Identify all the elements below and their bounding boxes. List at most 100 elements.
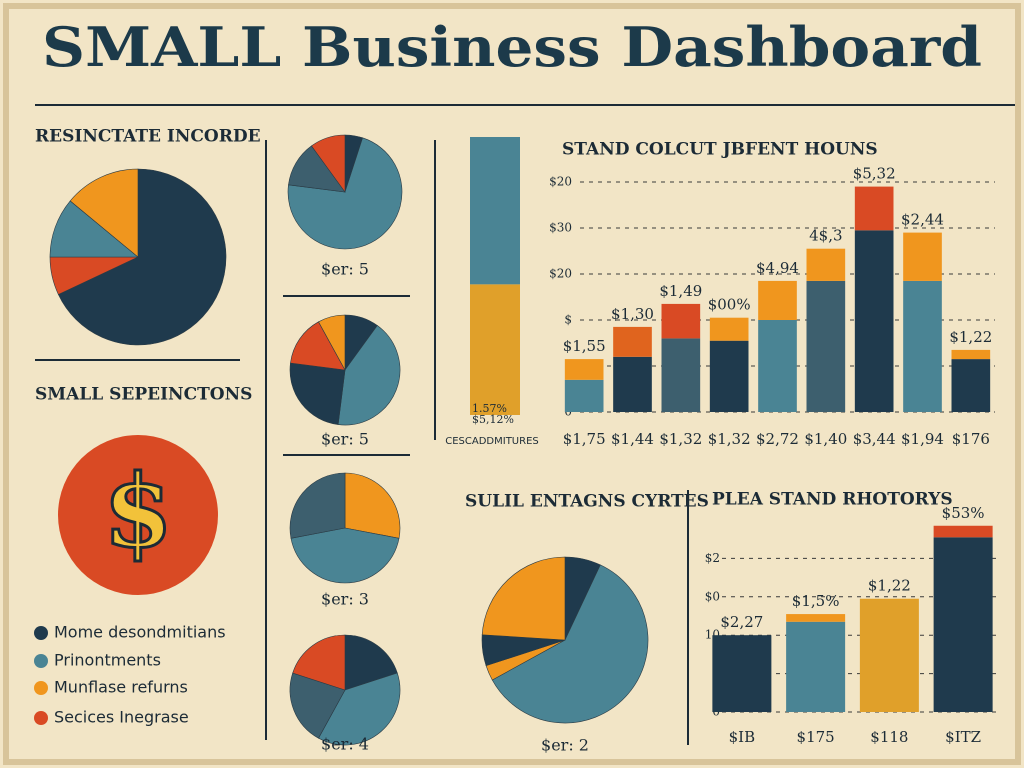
pie-slice <box>287 137 403 250</box>
column-segment <box>470 284 520 415</box>
annotation: $5,32 <box>853 165 896 183</box>
pie-slice <box>318 672 401 746</box>
pie-slice <box>57 168 227 346</box>
dollar-icon: $ <box>103 452 173 570</box>
legend-panel: SMALL SEPEINCTONS $ <box>35 385 252 595</box>
x-tick-label: $1,32 <box>659 430 702 448</box>
annotation: $1,22 <box>949 328 992 346</box>
pie-slice <box>318 314 346 371</box>
legend-swatch <box>34 711 48 725</box>
legend-label: Prinontments <box>54 651 161 670</box>
x-tick-label: $1,94 <box>901 430 944 448</box>
pie-caption: $er: 3 <box>321 590 369 609</box>
pie-slice <box>290 321 346 371</box>
bar-segment <box>903 232 942 281</box>
legend-swatch <box>34 626 48 640</box>
bar-segment <box>933 537 993 712</box>
bar-segment <box>806 280 846 412</box>
bar-segment <box>613 356 652 412</box>
annotation: $1,5% <box>792 592 840 610</box>
bar-segment <box>786 614 846 622</box>
pie-slice <box>289 672 346 739</box>
annotation: $2,44 <box>901 211 944 229</box>
legend-label: Mome desondmitians <box>54 623 226 642</box>
pie-slice <box>344 634 398 691</box>
chart-title: STAND COLCUT JBFENT HOUNS <box>562 140 878 160</box>
page-title: SMALL Business Dashboard <box>42 15 982 79</box>
x-tick-label: $118 <box>870 728 908 746</box>
chart-title: SULIL ENTAGNS CYRTES <box>465 492 709 512</box>
bar-segment <box>951 359 991 412</box>
x-tick-label: $3,44 <box>853 430 896 448</box>
annotation: $00% <box>708 296 751 314</box>
bar-segment <box>859 598 919 712</box>
pie-slice <box>491 564 649 724</box>
column-segment <box>470 137 520 285</box>
pie-slice <box>337 325 401 426</box>
bar-segment <box>758 320 797 412</box>
x-tick-label: $1,32 <box>708 430 751 448</box>
pie-slice <box>481 556 566 641</box>
pie-slice <box>289 472 346 539</box>
pie-caption: $er: 5 <box>321 430 369 449</box>
bar-segment <box>661 303 701 339</box>
bar-segment <box>661 338 701 412</box>
pie-slice <box>292 634 346 691</box>
x-tick-label: $2,72 <box>756 430 799 448</box>
y-tick-label: $0 <box>705 589 720 603</box>
annotation: $53% <box>942 504 985 522</box>
x-tick-label: $1,75 <box>563 430 606 448</box>
annotation: $1,30 <box>611 305 654 323</box>
x-tick-label: $175 <box>797 728 835 746</box>
pie-slice <box>69 168 139 258</box>
paper-edge <box>3 3 1021 765</box>
annotation: $2,27 <box>720 613 763 631</box>
bar-segment <box>854 230 894 412</box>
legend-swatch <box>34 681 48 695</box>
annotation: $1,55 <box>563 337 606 355</box>
bar-segment <box>903 280 942 412</box>
annotation: 1.57% <box>472 402 507 415</box>
x-tick-label: $176 <box>952 430 990 448</box>
annotation: $5,12% <box>472 413 514 426</box>
y-tick-label: $20 <box>549 175 572 189</box>
annotation: $1,22 <box>868 577 911 595</box>
bar-segment <box>786 621 846 712</box>
pie-slice <box>290 527 400 584</box>
pie-slice <box>344 472 401 539</box>
chart-title: RESINCTATE INCORDE <box>35 127 261 147</box>
annotation: $4,94 <box>756 259 799 277</box>
y-tick-label: $20 <box>549 267 572 281</box>
legend-label: Munflase refurns <box>54 678 188 697</box>
bar-segment <box>709 317 749 341</box>
annotation: $1,49 <box>659 282 702 300</box>
bar-segment <box>806 248 846 281</box>
annotation: 4$,3 <box>809 227 842 245</box>
legend-swatch <box>34 654 48 668</box>
bar-segment <box>613 326 652 357</box>
dollar-icon-bg <box>58 435 218 595</box>
bar-segment <box>951 349 991 360</box>
pie-slice <box>311 134 346 193</box>
bar-segment <box>758 280 797 320</box>
x-tick-label: $IB <box>729 728 756 746</box>
bar-segment <box>712 635 772 712</box>
pie-caption: $er: 4 <box>321 735 369 754</box>
pie-slice <box>289 362 346 425</box>
bar-segment <box>933 525 993 538</box>
x-tick-label: $1,44 <box>611 430 654 448</box>
y-tick-label: $2 <box>705 551 720 565</box>
pie-caption: $er: 5 <box>321 260 369 279</box>
y-tick-label: $ <box>564 313 572 327</box>
x-axis-label: CESCADDMITURES <box>445 436 539 447</box>
y-tick-label: $30 <box>549 221 572 235</box>
pie-caption: $er: 2 <box>541 736 589 755</box>
bar-segment <box>854 186 894 231</box>
x-tick-label: $ITZ <box>945 728 981 746</box>
chart-title: PLEA STAND RHOTORYS <box>712 490 953 510</box>
bar-segment <box>564 359 604 380</box>
legend-label: Secices Inegrase <box>54 708 189 727</box>
panel-title: SMALL SEPEINCTONS <box>35 385 252 405</box>
bar-segment <box>709 340 749 412</box>
